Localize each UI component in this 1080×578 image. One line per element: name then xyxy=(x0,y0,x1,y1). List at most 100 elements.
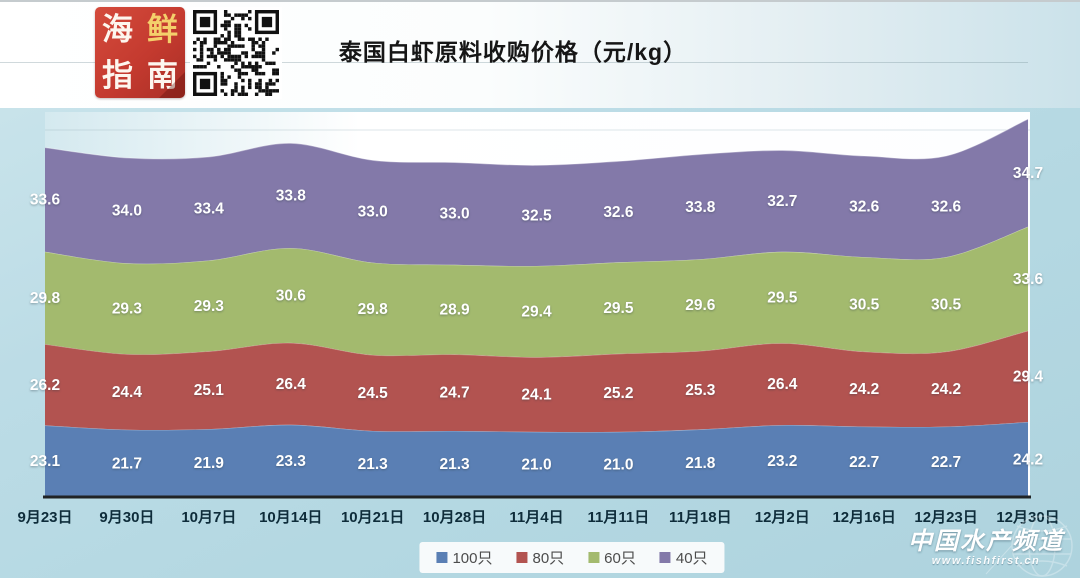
data-label: 29.3 xyxy=(112,301,143,318)
data-label: 29.5 xyxy=(603,300,634,317)
legend-label: 80只 xyxy=(532,550,565,567)
qr-code xyxy=(190,7,282,99)
data-label: 25.1 xyxy=(194,382,225,399)
watermark-url: www.fishfirst.cn xyxy=(931,555,1041,568)
data-label: 30.5 xyxy=(849,296,880,313)
data-label: 24.2 xyxy=(1013,452,1043,469)
data-label: 21.7 xyxy=(112,455,142,472)
data-label: 34.7 xyxy=(1013,165,1043,182)
area-edge-40只 xyxy=(44,118,1029,166)
data-label: 30.5 xyxy=(931,296,962,313)
data-label: 29.5 xyxy=(767,290,798,307)
data-label: 26.4 xyxy=(767,376,798,393)
legend-swatch xyxy=(588,552,600,563)
data-label: 26.2 xyxy=(30,377,60,394)
data-label: 33.0 xyxy=(440,206,470,223)
data-label: 21.0 xyxy=(521,456,551,473)
x-axis-label: 12月16日 xyxy=(832,509,896,526)
qr-pattern xyxy=(193,10,279,96)
data-label: 24.2 xyxy=(849,381,879,398)
header-divider-line xyxy=(0,62,1028,63)
data-label: 34.0 xyxy=(112,203,142,220)
data-label: 24.7 xyxy=(440,385,470,402)
x-axis-label: 11月4日 xyxy=(509,509,564,526)
data-labels-60只: 29.8 29.3 29.3 30.6 29.8 28.9 29.4 29.5 29.6 29.5… xyxy=(30,271,1044,321)
area-band-100只 xyxy=(45,422,1028,497)
data-label: 21.8 xyxy=(685,455,716,472)
area-band-60只 xyxy=(45,226,1028,358)
chart-title: 泰国白虾原料收购价格（元/kg） xyxy=(338,39,688,65)
data-label: 24.2 xyxy=(931,381,961,398)
data-label: 23.1 xyxy=(30,453,61,470)
watermark-title: 中国水产频道 xyxy=(908,528,1064,555)
data-label: 32.6 xyxy=(603,204,634,221)
logo-char-fish: 鲜 xyxy=(147,12,178,48)
data-label: 24.4 xyxy=(112,384,143,401)
data-label: 32.7 xyxy=(767,193,797,210)
legend-item-40只: 40只 xyxy=(659,547,708,568)
data-label: 22.7 xyxy=(931,454,961,471)
legend-label: 60只 xyxy=(604,550,636,567)
legend-item-60只: 60只 xyxy=(588,547,636,568)
legend-item-80只: 80只 xyxy=(516,547,564,568)
x-axis-label: 12月2日 xyxy=(754,509,810,526)
data-label: 29.8 xyxy=(30,290,61,307)
data-label: 25.3 xyxy=(685,382,716,399)
data-label: 32.5 xyxy=(521,208,552,225)
brand-logo: 海 鲜 指 南 xyxy=(95,7,185,98)
logo-char: 指 xyxy=(102,57,133,93)
data-label: 33.8 xyxy=(685,199,716,216)
data-label: 21.3 xyxy=(358,456,389,473)
data-label: 29.8 xyxy=(358,301,389,318)
data-label: 24.5 xyxy=(358,385,389,402)
data-label: 33.6 xyxy=(1013,271,1044,288)
data-label: 23.2 xyxy=(767,453,797,470)
data-label: 33.6 xyxy=(30,192,61,209)
x-axis-label: 10月21日 xyxy=(340,509,405,526)
data-label: 29.3 xyxy=(194,298,225,315)
header-band: 海 鲜 指 南 泰国白虾原料收购价格（元/kg） xyxy=(0,0,1080,108)
data-label: 29.4 xyxy=(521,304,552,321)
data-label: 23.3 xyxy=(276,453,307,470)
data-label: 33.4 xyxy=(194,201,225,218)
data-label: 21.3 xyxy=(440,456,471,473)
data-label: 26.4 xyxy=(276,376,307,393)
area-band-40只 xyxy=(45,119,1028,267)
x-axis-label: 10月28日 xyxy=(422,509,487,526)
legend-swatch xyxy=(516,552,528,563)
data-label: 25.2 xyxy=(603,385,633,402)
data-label: 24.1 xyxy=(521,387,552,404)
x-axis-label: 11月18日 xyxy=(669,509,732,526)
data-label: 33.0 xyxy=(358,204,388,221)
legend-label: 40只 xyxy=(675,550,708,567)
data-label: 28.9 xyxy=(440,302,471,319)
data-label: 29.4 xyxy=(1013,368,1044,385)
area-band-80只 xyxy=(45,330,1028,433)
data-labels-100只: 23.1 21.7 21.9 23.3 21.3 21.3 21.0 21.0 21.8 23.2… xyxy=(30,452,1043,474)
data-label: 33.8 xyxy=(276,188,307,205)
legend-item-100只: 100只 xyxy=(436,547,492,568)
x-axis: 9月23日 9月30日 10月7日 10月14日 10月21日 10月28日 11月4日 11… xyxy=(0,506,1080,532)
x-axis-label: 12月23日 xyxy=(914,509,978,526)
data-labels-80只: 26.2 24.4 25.1 26.4 24.5 24.7 24.1 25.2 25.3 26.4… xyxy=(30,368,1044,403)
data-label: 22.7 xyxy=(849,454,879,471)
legend-swatch xyxy=(659,552,671,563)
data-label: 32.6 xyxy=(931,199,962,216)
x-axis-label: 9月30日 xyxy=(99,509,155,526)
data-label: 21.0 xyxy=(603,456,633,473)
x-axis-label: 9月23日 xyxy=(17,509,73,526)
data-label: 21.9 xyxy=(194,455,225,472)
globe-icon xyxy=(985,515,1073,577)
chart-legend: 100只 80只 60只 40只 xyxy=(419,542,725,573)
x-axis-label: 10月14日 xyxy=(259,509,323,526)
data-labels-40只: 33.6 34.0 33.4 33.8 33.0 33.0 32.5 32.6 33.8 32.7… xyxy=(30,165,1043,225)
data-label: 32.6 xyxy=(849,199,880,216)
logo-char: 海 xyxy=(102,12,133,48)
legend-label: 100只 xyxy=(452,550,493,567)
watermark: 中国水产频道 www.fishfirst.cn xyxy=(908,528,1064,568)
legend-swatch xyxy=(436,552,448,563)
x-axis-label: 10月7日 xyxy=(181,509,237,526)
data-label: 29.6 xyxy=(685,297,716,314)
data-label: 30.6 xyxy=(276,288,307,305)
